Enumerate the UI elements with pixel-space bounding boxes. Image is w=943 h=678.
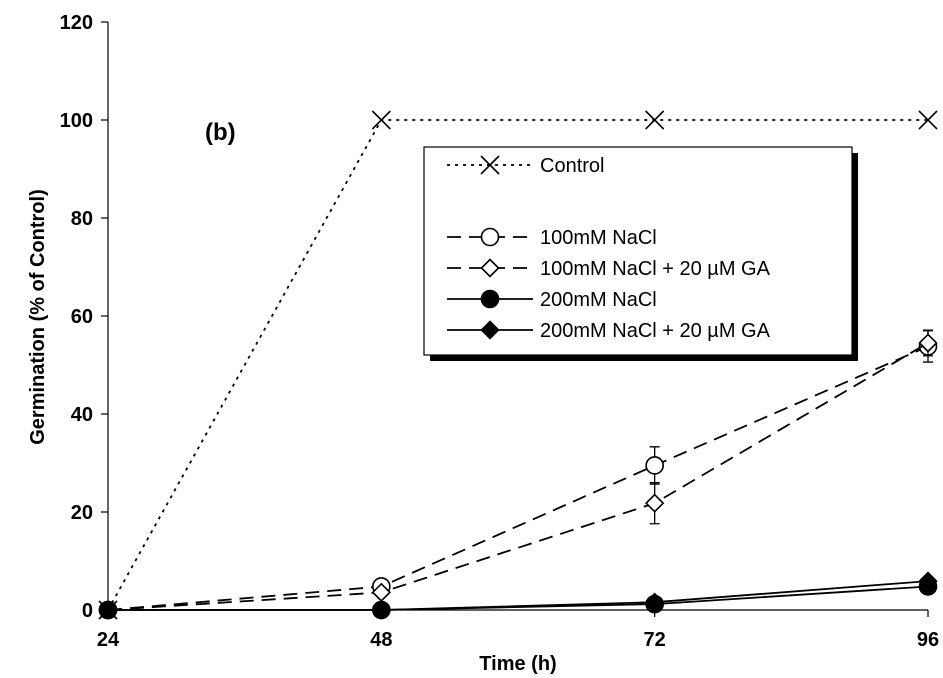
legend-item: 200mM NaCl + 20 µM GA [447,320,771,342]
y-tick-label: 40 [71,404,93,426]
series-3 [98,577,938,620]
y-tick-label: 100 [60,110,93,132]
data-point [918,333,938,353]
series-1 [98,330,938,620]
y-tick-label: 0 [82,600,93,622]
series-line [108,580,929,611]
x-tick-label: 24 [97,629,120,651]
series-4 [98,571,938,620]
y-tick-label: 120 [60,12,93,34]
data-point [645,592,665,612]
series-layer [98,110,938,620]
legend-marker [480,227,500,247]
legend-item: 100mM NaCl + 20 µM GA [447,258,771,280]
legend-label: 100mM NaCl [540,227,657,249]
panel-label: (b) [205,119,236,146]
series-line [107,119,928,611]
legend-label: 200mM NaCl [540,289,657,311]
data-point [371,600,391,620]
legend-marker [480,320,500,340]
data-point [645,493,665,513]
data-point [645,110,665,130]
series-2 [98,329,938,620]
y-tick-label: 60 [71,306,93,328]
legend-label: 200mM NaCl + 20 µM GA [540,320,771,342]
x-tick-label: 48 [370,629,392,651]
legend-label: Control [540,155,604,177]
legend-marker [480,155,500,175]
data-point [645,456,664,475]
y-tick-label: 80 [71,208,93,230]
x-tick-label: 96 [917,629,939,651]
series-line [107,345,929,611]
legend-marker [480,289,500,309]
axes: 0 20 40 60 80 100 120 24 48 72 96 [60,12,940,651]
legend-marker [480,258,500,278]
y-axis-label: Germination (% of Control) [27,189,49,445]
legend-item: Control [447,155,604,177]
x-tick-label: 72 [644,629,666,651]
y-tick-label: 20 [71,502,93,524]
x-axis-label: Time (h) [479,653,556,675]
legend-box [423,146,853,356]
legend-item: 100mM NaCl [447,227,657,249]
data-point [371,110,391,130]
legend-item: 200mM NaCl [447,289,657,311]
data-point [918,571,938,591]
series-line [107,342,929,611]
data-point [918,110,938,130]
data-point [98,600,118,620]
legend-label: 100mM NaCl + 20 µM GA [540,258,771,280]
legend: Control 100mM NaCl 100mM NaCl + 20 µM GA 20… [423,146,858,361]
